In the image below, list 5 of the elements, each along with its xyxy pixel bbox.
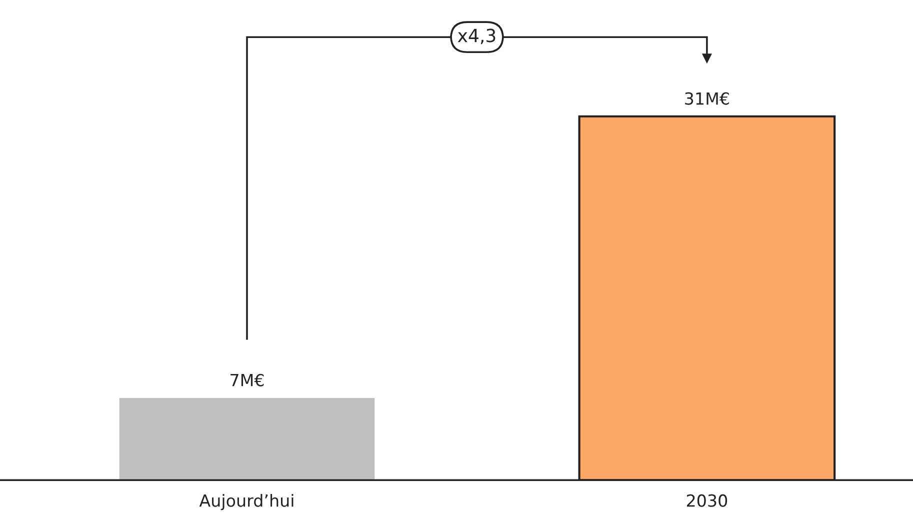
x-tick-label: Aujourd’hui bbox=[199, 494, 294, 510]
data-label: 31M€ bbox=[685, 92, 729, 105]
text: x4,3 bbox=[458, 28, 496, 44]
data-label: 7M€ bbox=[230, 374, 264, 386]
x-tick-label: 2030 bbox=[686, 494, 728, 507]
